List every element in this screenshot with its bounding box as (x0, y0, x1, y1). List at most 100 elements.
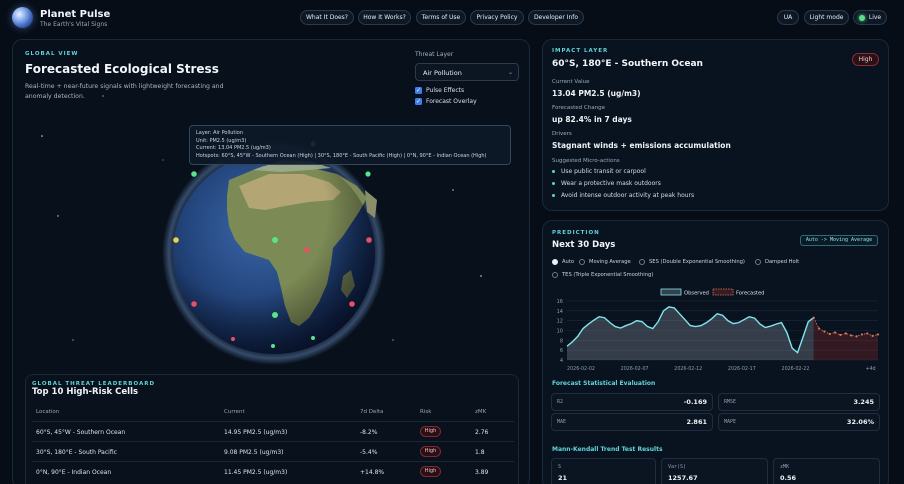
risk-badge: High (420, 446, 441, 457)
x-tick-label: 2026-02-12 (674, 366, 702, 372)
chevron-down-icon: ⌄ (507, 69, 513, 76)
micro-action-text: Avoid intense outdoor activity at peak h… (561, 192, 695, 199)
drivers-value: Stagnant winds + emissions accumulation (552, 141, 731, 150)
radio-selected-icon (552, 259, 558, 265)
hotspot-markers[interactable] (173, 141, 372, 348)
tooltip-current: Current: 13.04 PM2.5 (ug/m3) (196, 145, 271, 151)
radio-icon (639, 259, 645, 265)
x-tick-label: 2026-02-22 (782, 366, 810, 372)
cell-location: 0°N, 90°E - Indian Ocean (36, 469, 112, 476)
stat-key: R2 (557, 399, 564, 405)
forecast-point (866, 332, 869, 335)
method-label: TES (Triple Exponential Smoothing) (562, 272, 654, 278)
brand-subtitle: The Earth's Vital Signs (40, 21, 108, 28)
language-toggle[interactable]: UA (777, 10, 799, 25)
x-tick-label: 2026-02-17 (728, 366, 756, 372)
theme-toggle[interactable]: Light mode (804, 10, 849, 25)
cell-current: 14.95 PM2.5 (ug/m3) (224, 429, 288, 436)
mk-key: S (558, 464, 562, 470)
forecast-area (813, 317, 878, 360)
observed-line (566, 306, 815, 354)
x-tick-label: 2026-02-07 (621, 366, 649, 372)
brand-title: Planet Pulse (40, 9, 111, 20)
live-indicator-icon (858, 14, 865, 21)
observed-area (567, 306, 814, 360)
y-tick-label: 10 (557, 329, 563, 335)
global-view-panel: GLOBAL VIEW Forecasted Ecological Stress… (12, 39, 530, 484)
method-radio-damped-holt[interactable]: Damped Holt (755, 259, 799, 265)
nav-developer-info[interactable]: Developer Info (528, 10, 584, 25)
globe-tooltip: Layer: Air Pollution Unit: PM2.5 (ug/m3)… (189, 125, 511, 165)
impact-layer-panel: IMPACT LAYER 60°S, 180°E - Southern Ocea… (542, 39, 889, 211)
radio-icon (579, 259, 585, 265)
radio-icon (552, 272, 558, 278)
mk-title: Mann-Kendall Trend Test Results (552, 446, 663, 453)
cell-zmk: 2.76 (475, 429, 489, 436)
stat-key: MAPE (724, 419, 737, 425)
nav-how-it-works[interactable]: How It Works? (358, 10, 411, 25)
cell-current: 11.45 PM2.5 (ug/m3) (224, 469, 288, 476)
global-view-label: GLOBAL VIEW (25, 51, 79, 57)
col-current[interactable]: Current (224, 409, 245, 415)
list-item: Wear a protective mask outdoors (552, 180, 661, 187)
eval-title: Forecast Statistical Evaluation (552, 380, 656, 387)
table-row[interactable]: 0°N, 90°E - Indian Ocean 11.45 PM2.5 (ug… (32, 461, 514, 481)
forecast-overlay-checkbox[interactable]: ✓ Forecast Overlay (415, 98, 477, 105)
tooltip-layer: Layer: Air Pollution (196, 130, 244, 136)
nav-terms-of-use[interactable]: Terms of Use (416, 10, 466, 25)
forecast-point (876, 333, 880, 336)
stat-key: RMSE (724, 399, 737, 405)
impact-layer-label: IMPACT LAYER (552, 48, 609, 54)
mk-value: 21 (558, 474, 568, 482)
leaderboard-card: GLOBAL THREAT LEADERBOARD Top 10 High-Ri… (25, 374, 519, 484)
y-tick-label: 8 (560, 338, 563, 344)
live-status-label: Live (868, 14, 882, 21)
risk-badge: High (420, 426, 441, 437)
risk-badge: High (852, 53, 879, 66)
cell-delta: +14.8% (360, 469, 385, 476)
table-row[interactable]: 30°S, 180°E - South Pacific 9.08 PM2.5 (… (32, 441, 514, 461)
forecast-chart[interactable]: 4 6 8 10 12 14 16 2026-02-02 2026-02-07 2026-02-1… (543, 287, 890, 382)
y-tick-label: 14 (557, 309, 563, 315)
globe-shading (173, 152, 375, 354)
y-tick-label: 6 (560, 348, 563, 354)
stat-r2: R2 -0.169 (551, 393, 713, 411)
pulse-effects-checkbox[interactable]: ✓ Pulse Effects (415, 87, 464, 94)
micro-action-text: Wear a protective mask outdoors (561, 180, 661, 187)
cell-location: 60°S, 45°W - Southern Ocean (36, 429, 126, 436)
threat-layer-value: Air Pollution (423, 69, 462, 77)
col-delta[interactable]: 7d Delta (360, 409, 384, 415)
risk-badge: High (420, 466, 441, 477)
live-status-button[interactable]: Live (853, 10, 887, 25)
x-tick-label: 2026-02-02 (567, 366, 595, 372)
forecast-point (817, 327, 821, 330)
threat-layer-select[interactable]: Air Pollution ⌄ (415, 63, 519, 81)
col-location[interactable]: Location (36, 409, 60, 415)
forecast-change-label: Forecasted Change (552, 105, 605, 111)
method-radio-tes[interactable]: TES (Triple Exponential Smoothing) (552, 272, 653, 278)
col-zmk[interactable]: zMK (475, 409, 487, 415)
method-radio-ses[interactable]: SES (Double Exponential Smoothing) (639, 259, 745, 265)
legend-forecast-swatch (712, 288, 734, 296)
nav-what-it-does[interactable]: What It Does? (300, 10, 354, 25)
forecast-point (834, 331, 837, 334)
tooltip-hotspots: Hotspots: 60°S, 45°W - Southern Ocean (H… (196, 152, 487, 159)
mk-var: Var(S) 1257.67 (661, 458, 768, 484)
prediction-panel: PREDICTION Next 30 Days Auto -> Moving A… (542, 220, 889, 484)
forecast-point (839, 333, 842, 337)
y-tick-label: 12 (557, 319, 563, 325)
tooltip-unit: Unit: PM2.5 (ug/m3) (196, 137, 247, 144)
globe-viewport[interactable] (13, 40, 531, 380)
col-risk[interactable]: Risk (420, 409, 432, 415)
method-radio-auto[interactable]: Auto (552, 259, 574, 265)
legend-observed-label: Observed (684, 291, 709, 297)
nav-privacy-policy[interactable]: Privacy Policy (470, 10, 524, 25)
cell-zmk: 1.8 (475, 449, 485, 456)
threat-layer-label: Threat Layer (415, 51, 454, 58)
method-radio-moving-average[interactable]: Moving Average (579, 259, 631, 265)
legend-observed-swatch (660, 288, 682, 296)
mk-value: 1257.67 (668, 474, 698, 482)
cell-current: 9.08 PM2.5 (ug/m3) (224, 449, 284, 456)
table-row[interactable]: 60°S, 45°W - Southern Ocean 14.95 PM2.5 … (32, 421, 514, 441)
impact-location-title: 60°S, 180°E - Southern Ocean (552, 59, 703, 69)
